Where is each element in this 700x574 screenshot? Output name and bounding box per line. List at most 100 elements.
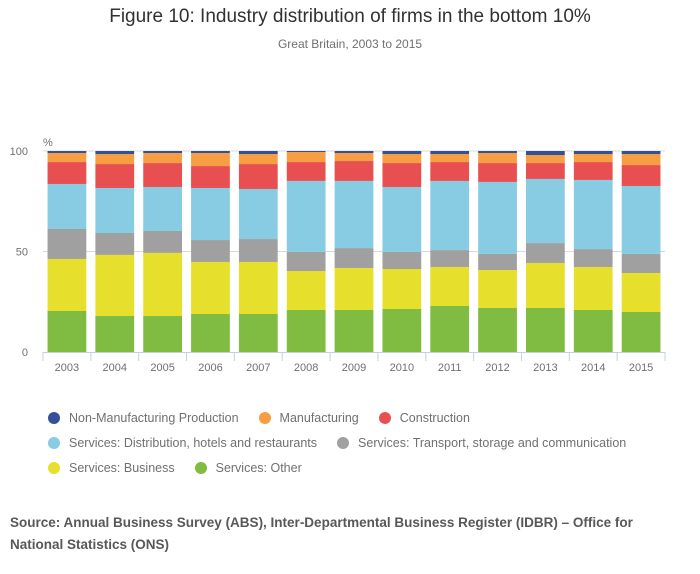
bar-segment-construction-2005 (143, 163, 182, 187)
bar-segment-services-other-2003 (47, 311, 87, 352)
legend-label: Services: Transport, storage and communi… (358, 435, 627, 450)
x-tick-label: 2005 (150, 362, 174, 374)
bar-segment-services-business-2003 (47, 258, 87, 311)
bar-segment-services-other-2006 (191, 314, 230, 352)
bar-segment-non-manufacturing-production-2014 (573, 151, 613, 155)
bar-segment-services-distribution-hotels-and-restaurants-2010 (382, 186, 422, 252)
legend-row: Non-Manufacturing Production Manufacturin… (48, 405, 688, 430)
bar-segment-services-business-2006 (191, 261, 230, 315)
bar-segment-services-business-2015 (621, 273, 661, 312)
y-axis-unit-label: % (43, 137, 53, 149)
bar-segment-services-distribution-hotels-and-restaurants-2013 (526, 178, 565, 244)
legend-item[interactable]: Manufacturing (258, 411, 359, 425)
legend-item[interactable]: Non-Manufacturing Production (48, 411, 239, 425)
bar-segment-construction-2004 (95, 164, 135, 188)
legend-marker-icon (48, 411, 60, 424)
bar-segment-construction-2014 (573, 162, 613, 180)
bar-segment-services-business-2012 (478, 269, 517, 308)
bar-segment-services-transport-storage-and-communication-2011 (430, 250, 470, 267)
bar-segment-services-business-2011 (430, 266, 470, 306)
bar-segment-services-distribution-hotels-and-restaurants-2014 (573, 179, 613, 250)
bar-segment-services-transport-storage-and-communication-2015 (621, 253, 661, 273)
legend-item[interactable]: Construction (378, 410, 470, 425)
bar-segment-non-manufacturing-production-2005 (143, 151, 182, 154)
legend-item[interactable]: Services: Business (48, 461, 175, 475)
legend-marker-icon (378, 411, 391, 424)
bar-segment-non-manufacturing-production-2009 (334, 151, 374, 154)
legend-marker-icon (48, 436, 60, 449)
bar-segment-services-transport-storage-and-communication-2012 (478, 253, 517, 270)
x-tick-label: 2010 (390, 362, 414, 374)
bar-segment-services-transport-storage-and-communication-2010 (382, 251, 422, 269)
x-tick-label: 2004 (103, 362, 127, 374)
bar-segment-manufacturing-2007 (238, 154, 278, 165)
legend-label: Services: Business (69, 460, 175, 475)
legend-marker-icon (48, 461, 60, 474)
bar-segment-manufacturing-2013 (526, 155, 565, 164)
bar-segment-services-transport-storage-and-communication-2008 (286, 251, 326, 271)
legend-label: Non-Manufacturing Production (69, 410, 239, 425)
bar-segment-manufacturing-2006 (191, 153, 230, 167)
legend-item[interactable]: Services: Other (194, 461, 302, 475)
bar-segment-manufacturing-2011 (430, 154, 470, 163)
x-tick-label: 2008 (294, 362, 318, 374)
bar-segment-services-business-2007 (238, 261, 278, 315)
bar-segment-services-distribution-hotels-and-restaurants-2003 (47, 183, 87, 229)
bar-segment-construction-2007 (238, 164, 278, 189)
x-tick-label: 2015 (629, 362, 653, 374)
bar-segment-construction-2009 (334, 161, 374, 181)
legend-item[interactable]: Services: Distribution, hotels and resta… (48, 436, 317, 450)
legend-marker-icon (194, 461, 207, 474)
chart-subtitle: Great Britain, 2003 to 2015 (277, 37, 423, 51)
bar-segment-services-business-2009 (334, 267, 374, 310)
bar-segment-services-other-2013 (526, 307, 565, 352)
bar-segment-construction-2012 (478, 163, 517, 182)
bar-segment-non-manufacturing-production-2010 (382, 151, 422, 155)
legend: Non-Manufacturing Production Manufacturin… (48, 405, 688, 480)
legend-row: Services: Business Services: Other (48, 455, 688, 480)
bar-segment-services-transport-storage-and-communication-2014 (573, 249, 613, 267)
bar-segment-manufacturing-2015 (621, 154, 661, 166)
bar-segment-manufacturing-2012 (478, 153, 517, 164)
bar-segment-services-other-2012 (478, 307, 517, 352)
x-tick-label: 2012 (485, 362, 509, 374)
bar-segment-construction-2011 (430, 162, 470, 181)
bar-segment-services-transport-storage-and-communication-2006 (191, 240, 230, 262)
bar-segment-construction-2006 (191, 166, 230, 188)
bar-segment-non-manufacturing-production-2012 (478, 151, 517, 154)
bar-segment-manufacturing-2014 (573, 154, 613, 163)
bar-segment-manufacturing-2009 (334, 153, 374, 162)
legend-item[interactable]: Services: Transport, storage and communi… (337, 436, 626, 450)
bar-segment-manufacturing-2004 (95, 154, 135, 165)
bar-segment-services-transport-storage-and-communication-2003 (47, 228, 87, 259)
bar-segment-services-other-2005 (143, 316, 182, 352)
bar-segment-non-manufacturing-production-2006 (191, 151, 230, 154)
bar-segment-services-other-2010 (382, 308, 422, 352)
bar-segment-services-distribution-hotels-and-restaurants-2009 (334, 180, 374, 249)
legend-label: Construction (399, 410, 470, 425)
bar-segment-services-distribution-hotels-and-restaurants-2008 (286, 180, 326, 252)
bar-segment-services-transport-storage-and-communication-2013 (526, 243, 565, 263)
x-tick-label: 2003 (55, 362, 79, 374)
bar-segment-manufacturing-2010 (382, 154, 422, 164)
bar-segment-services-other-2007 (238, 314, 278, 352)
bar-segment-services-business-2014 (573, 266, 613, 310)
bar-segment-services-other-2009 (334, 309, 374, 352)
source-note: Source: Annual Business Survey (ABS), In… (10, 515, 633, 552)
bar-segment-services-business-2005 (143, 252, 182, 317)
bar-segment-non-manufacturing-production-2004 (95, 151, 135, 155)
x-tick-label: 2014 (581, 362, 605, 374)
y-tick-label: 0 (22, 347, 28, 359)
bar-segment-services-transport-storage-and-communication-2005 (143, 231, 182, 253)
bar-segment-services-distribution-hotels-and-restaurants-2015 (621, 185, 661, 254)
bar-segment-non-manufacturing-production-2007 (238, 151, 278, 155)
stacked-bar-chart: 0 50 100% 2003 2004 2005 2006 2007 2008 2009 2010 2… (10, 137, 666, 374)
axes: 0 50 100% 2003 2004 2005 2006 2007 2008 2009 2010 2… (10, 137, 666, 374)
bars (47, 151, 661, 352)
bar-segment-construction-2013 (526, 163, 565, 179)
x-tick-label: 2011 (438, 362, 462, 374)
bar-segment-services-other-2008 (286, 309, 326, 352)
bar-segment-manufacturing-2005 (143, 153, 182, 164)
y-tick-label: 100 (10, 146, 28, 158)
bar-segment-services-business-2010 (382, 268, 422, 309)
